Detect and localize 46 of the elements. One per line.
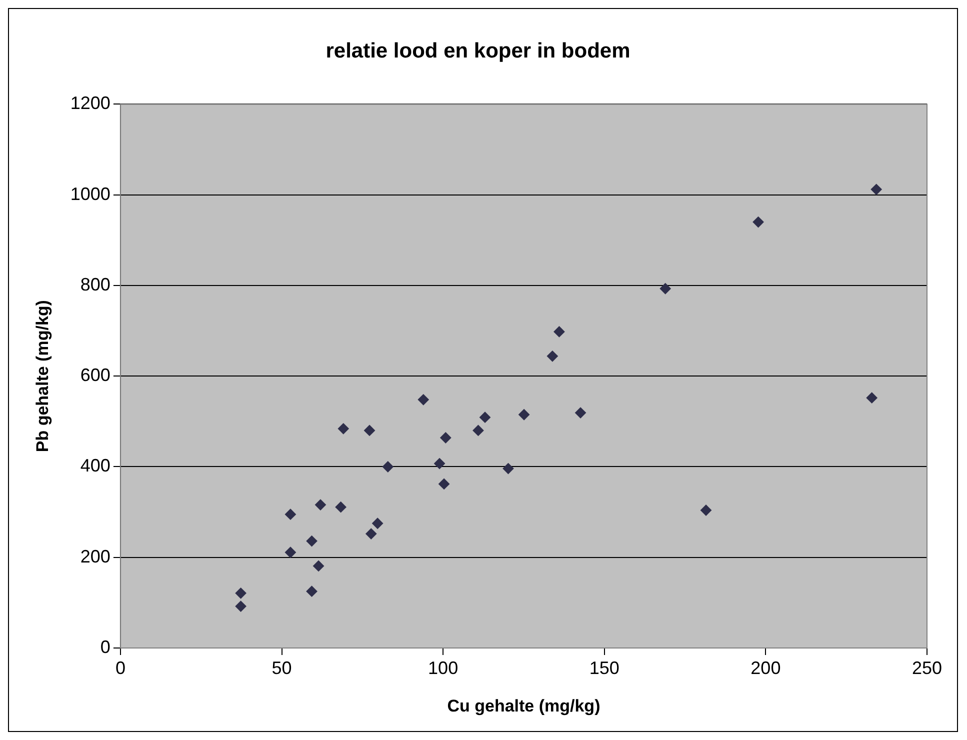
point	[660, 283, 671, 294]
y-tick-label: 1000	[70, 184, 110, 204]
x-tick-label: 100	[428, 658, 458, 678]
point	[235, 600, 246, 612]
point	[418, 394, 429, 406]
point	[338, 423, 349, 434]
point	[364, 424, 376, 436]
point	[554, 326, 565, 338]
x-tick-label: 250	[912, 658, 942, 678]
point	[472, 424, 484, 436]
point	[313, 560, 324, 572]
point	[502, 463, 514, 474]
point	[284, 508, 296, 520]
y-tick-label: 800	[80, 274, 110, 294]
point	[870, 184, 882, 195]
y-tick-label: 600	[80, 365, 110, 386]
x-tick-label: 50	[272, 658, 292, 678]
point	[372, 518, 384, 529]
x-tick-label: 0	[115, 658, 126, 678]
x-axis-title: Cu gehalte (mg/kg)	[447, 696, 600, 716]
point	[546, 350, 558, 362]
y-tick-label: 0	[100, 636, 110, 657]
y-tick-label: 200	[80, 546, 110, 566]
point	[366, 528, 377, 540]
point	[335, 502, 346, 513]
point	[752, 216, 764, 228]
y-tick-label: 400	[80, 456, 110, 476]
point	[438, 478, 450, 490]
point	[700, 504, 712, 516]
point	[440, 432, 452, 444]
point	[518, 409, 530, 420]
chart-title: relatie lood en koper in bodem	[326, 39, 630, 62]
point	[284, 546, 296, 558]
y-axis-title: Pb gehalte (mg/kg)	[32, 300, 52, 452]
point	[235, 588, 246, 599]
point	[575, 407, 586, 418]
y-tick-label: 1200	[70, 93, 110, 114]
point	[306, 536, 318, 547]
point	[314, 499, 326, 510]
point	[306, 586, 318, 597]
x-tick-label: 150	[589, 658, 620, 678]
point	[434, 458, 446, 470]
x-tick-label: 200	[750, 658, 781, 678]
point	[382, 461, 394, 472]
point	[866, 392, 878, 404]
point	[480, 412, 491, 423]
